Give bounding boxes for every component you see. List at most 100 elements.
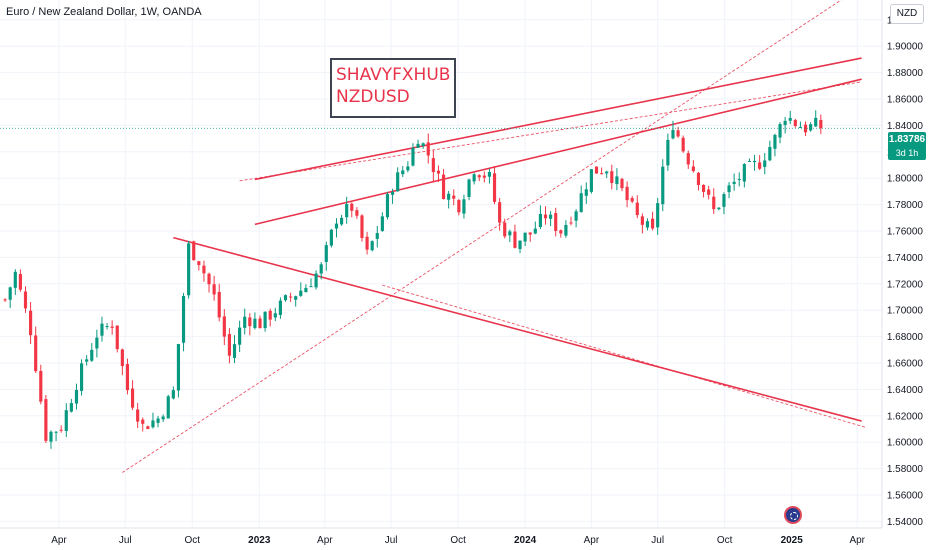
y-tick-label: 1.90000 xyxy=(887,42,924,53)
candle-body xyxy=(549,214,553,219)
candle-body xyxy=(768,146,772,161)
candle-body xyxy=(625,186,629,201)
candle-body xyxy=(380,216,384,232)
y-tick-label: 1.62000 xyxy=(887,411,924,422)
candle-body xyxy=(105,326,109,328)
y-tick-label: 1.86000 xyxy=(887,95,924,106)
candle-body xyxy=(712,196,716,210)
candle-body xyxy=(227,334,232,356)
x-tick-label: 2024 xyxy=(514,535,537,546)
x-tick-label: Apr xyxy=(317,535,333,546)
candle-body xyxy=(3,299,7,301)
go-to-realtime-icon[interactable] xyxy=(784,506,802,524)
x-tick-label: 2025 xyxy=(781,535,804,546)
candle-body xyxy=(243,316,247,328)
candle-body xyxy=(212,284,216,295)
candle-body xyxy=(763,160,767,167)
candle-body xyxy=(130,388,135,408)
candle-body xyxy=(232,344,237,358)
candle-body xyxy=(615,176,619,185)
candle-body xyxy=(375,232,379,239)
candle-body xyxy=(472,174,476,182)
x-tick-label: Apr xyxy=(849,535,865,546)
candle-body xyxy=(44,399,48,441)
candle-body xyxy=(49,431,53,442)
candle-body xyxy=(732,181,736,185)
candle-body xyxy=(518,240,522,249)
candle-body xyxy=(222,316,226,337)
candle-body xyxy=(426,142,430,156)
y-tick-label: 1.64000 xyxy=(887,385,924,396)
trendline xyxy=(382,284,867,429)
candle-body xyxy=(54,431,58,433)
candle-body xyxy=(421,143,425,146)
candle-body xyxy=(809,124,813,131)
trendline xyxy=(173,236,862,422)
candle-body xyxy=(411,147,415,166)
candle-body xyxy=(18,274,22,290)
candle-body xyxy=(605,171,609,174)
candle-body xyxy=(360,215,364,239)
bar-countdown: 3d 1h xyxy=(895,148,919,158)
candle-body xyxy=(467,179,471,197)
currency-selector[interactable]: NZD xyxy=(890,4,924,24)
candle-body xyxy=(477,175,481,178)
candle-body xyxy=(783,120,787,126)
trendline xyxy=(122,0,842,473)
candle-body xyxy=(268,310,272,320)
candle-body xyxy=(365,236,369,250)
candle-body xyxy=(513,231,517,248)
candle-body xyxy=(436,170,441,174)
candle-body xyxy=(773,134,777,149)
candle-body xyxy=(207,273,211,285)
candle-body xyxy=(59,429,63,431)
candle-body xyxy=(778,124,782,138)
y-tick-label: 1.88000 xyxy=(887,68,924,79)
candle-body xyxy=(564,224,568,236)
candle-body xyxy=(487,172,492,177)
candle-body xyxy=(452,195,456,199)
candle-body xyxy=(390,191,395,195)
candle-body xyxy=(737,178,741,180)
candle-body xyxy=(523,232,527,242)
candle-body xyxy=(151,420,155,428)
candle-body xyxy=(370,241,374,251)
candle-body xyxy=(656,203,660,228)
candle-body xyxy=(248,317,252,327)
candle-body xyxy=(543,214,548,219)
candle-body xyxy=(742,164,746,182)
candle-body xyxy=(238,327,242,345)
candle-body xyxy=(283,295,288,301)
candle-body xyxy=(74,389,79,404)
x-tick-label: Oct xyxy=(717,535,733,546)
candle-body xyxy=(645,221,650,228)
candle-body xyxy=(681,137,685,152)
candle-body xyxy=(192,241,196,261)
candle-body xyxy=(717,207,721,210)
candle-body xyxy=(120,349,124,367)
candlesticks xyxy=(0,110,882,449)
x-tick-label: Jul xyxy=(651,535,664,546)
candle-body xyxy=(701,184,706,192)
candle-body xyxy=(13,271,17,288)
candle-body xyxy=(650,218,655,229)
candle-body xyxy=(345,204,349,218)
candle-body xyxy=(482,175,486,178)
candle-body xyxy=(263,311,267,329)
candle-body xyxy=(600,173,604,175)
candle-body xyxy=(803,124,808,133)
candle-body xyxy=(691,166,695,172)
y-tick-label: 1.76000 xyxy=(887,227,924,238)
candle-body xyxy=(814,117,818,127)
candle-body xyxy=(594,166,599,174)
candle-body xyxy=(457,200,461,213)
price-axis: 1.54000 1.56000 1.58000 1.60000 1.62000 1.640… xyxy=(887,15,924,528)
candle-body xyxy=(85,359,89,362)
candle-body xyxy=(355,210,359,216)
candle-body xyxy=(401,170,405,175)
candle-body xyxy=(416,143,420,148)
candle-body xyxy=(125,364,130,391)
y-tick-label: 1.80000 xyxy=(887,174,924,185)
candle-body xyxy=(758,162,762,169)
